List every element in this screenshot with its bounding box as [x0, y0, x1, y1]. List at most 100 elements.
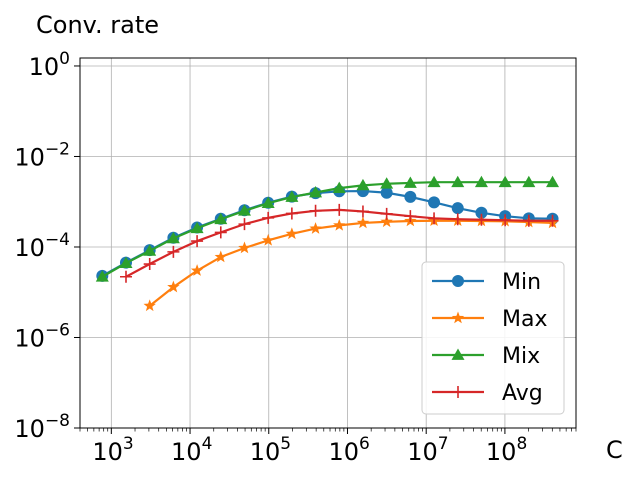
y-tick-label: 100	[29, 49, 70, 81]
legend-label-mix: Mix	[502, 344, 540, 369]
y-tick-exponent: −2	[45, 139, 70, 159]
x-tick-exponent: 6	[359, 434, 370, 454]
x-tick-exponent: 3	[123, 434, 134, 454]
x-tick-exponent: 8	[516, 434, 527, 454]
legend-item-min: Min	[432, 270, 541, 295]
data-point-avg	[475, 213, 488, 226]
x-tick-exponent: 5	[280, 434, 291, 454]
y-axis-title: Conv. rate	[36, 11, 159, 39]
data-point-avg	[167, 245, 180, 258]
x-tick-exponent: 4	[202, 434, 213, 454]
data-point-avg	[143, 258, 156, 271]
series-avg	[119, 203, 559, 283]
data-point-avg	[191, 235, 204, 248]
legend-marker-max	[451, 311, 465, 324]
data-point-avg	[262, 211, 275, 224]
data-point-max	[190, 264, 204, 276]
legend-marker-mix	[451, 348, 465, 360]
x-tick-label: 105	[250, 434, 291, 466]
data-point-mix	[214, 212, 228, 225]
data-point-max	[261, 233, 275, 246]
data-point-max	[214, 250, 227, 263]
data-point-avg	[285, 207, 298, 220]
data-point-mix	[403, 176, 417, 188]
data-point-min	[404, 190, 417, 203]
data-point-mix	[498, 175, 512, 188]
series-mix	[95, 175, 560, 282]
data-point-max	[333, 218, 346, 231]
data-point-max	[356, 216, 370, 229]
data-point-avg	[214, 226, 227, 239]
series-layer	[95, 175, 560, 312]
y-tick-label: 10−6	[14, 320, 70, 352]
x-tick-exponent: 7	[438, 434, 449, 454]
legend-label-avg: Avg	[502, 381, 543, 406]
data-point-avg	[356, 205, 369, 218]
data-point-mix	[380, 177, 394, 189]
data-point-mix	[332, 181, 346, 193]
data-point-avg	[522, 214, 535, 227]
legend-marker-avg	[452, 386, 464, 398]
x-tick-label: 107	[407, 434, 448, 466]
data-point-mix	[237, 204, 251, 216]
data-point-mix	[166, 231, 180, 244]
data-point-min	[475, 206, 488, 219]
legend-item-max: Max	[432, 307, 547, 332]
data-point-avg	[451, 213, 464, 226]
data-point-mix	[261, 196, 275, 209]
data-point-max	[143, 299, 156, 312]
data-point-min	[428, 196, 441, 209]
legend-label-min: Min	[502, 270, 541, 295]
x-axis-title: C	[606, 436, 623, 464]
data-point-mix	[119, 256, 133, 268]
data-point-mix	[546, 175, 560, 188]
legend: Min Max Mix Avg	[421, 261, 565, 415]
data-point-avg	[428, 212, 441, 225]
data-point-mix	[522, 175, 536, 188]
data-point-avg	[499, 214, 512, 227]
legend-label-max: Max	[502, 307, 547, 332]
data-point-max	[238, 241, 251, 254]
data-point-avg	[119, 270, 132, 283]
data-point-mix	[309, 185, 323, 198]
data-point-mix	[356, 178, 370, 191]
data-point-mix	[474, 175, 488, 188]
y-tick-base: 10	[14, 415, 45, 443]
x-tick-label: 104	[171, 434, 212, 466]
x-tick-label: 103	[92, 434, 133, 466]
data-point-mix	[427, 175, 441, 188]
data-point-min	[380, 186, 393, 199]
y-tick-exponent: −4	[45, 230, 70, 250]
data-point-max	[309, 222, 322, 234]
data-point-avg	[309, 204, 322, 217]
legend-box	[421, 261, 565, 415]
data-point-mix	[95, 270, 109, 282]
data-point-avg	[333, 203, 346, 216]
data-point-avg	[380, 207, 393, 220]
legend-item-mix: Mix	[432, 344, 540, 369]
data-point-mix	[190, 221, 204, 234]
x-tick-label: 106	[328, 434, 369, 466]
data-point-avg	[546, 214, 559, 227]
data-point-mix	[451, 175, 465, 188]
y-tick-label: 10−8	[14, 411, 70, 443]
data-point-min	[451, 202, 464, 215]
data-point-mix	[143, 244, 157, 256]
x-tick-label: 108	[486, 434, 527, 466]
y-tick-base: 10	[14, 234, 45, 262]
y-tick-exponent: 0	[59, 49, 70, 69]
data-point-mix	[285, 190, 299, 202]
y-tick-base: 10	[14, 143, 45, 171]
legend-item-avg: Avg	[432, 381, 543, 406]
data-point-max	[167, 280, 180, 293]
y-tick-label: 10−2	[14, 139, 70, 171]
y-tick-label: 10−4	[14, 230, 70, 262]
data-point-avg	[404, 210, 417, 223]
y-tick-exponent: −6	[45, 320, 70, 340]
data-point-max	[285, 227, 299, 240]
series-line-mix	[101, 181, 553, 278]
y-tick-exponent: −8	[45, 411, 70, 431]
data-point-max	[380, 215, 393, 228]
